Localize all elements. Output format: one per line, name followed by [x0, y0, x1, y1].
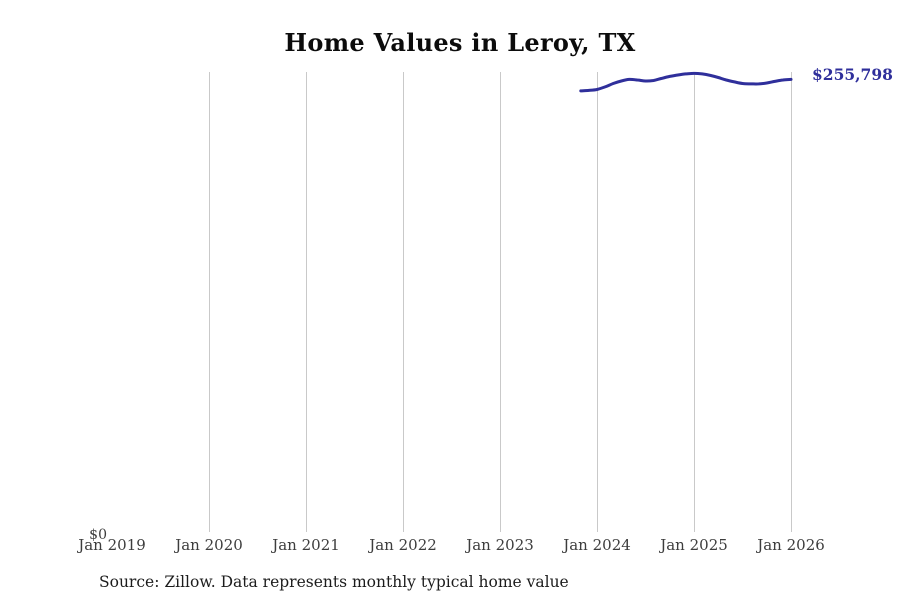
- x-tick-label: Jan 2022: [369, 536, 437, 554]
- x-tick-label: Jan 2021: [272, 536, 340, 554]
- x-tick-label: Jan 2020: [175, 536, 243, 554]
- x-tick-label: Jan 2026: [757, 536, 825, 554]
- chart-title: Home Values in Leroy, TX: [284, 28, 636, 57]
- latest-value-label: $255,798: [812, 65, 893, 84]
- home-value-line: [579, 71, 793, 93]
- x-tick-label: Jan 2024: [563, 536, 631, 554]
- x-tick-label: Jan 2025: [660, 536, 728, 554]
- source-attribution: Source: Zillow. Data represents monthly …: [99, 573, 569, 591]
- x-tick-label: Jan 2019: [78, 536, 146, 554]
- x-tick-label: Jan 2023: [466, 536, 534, 554]
- y-axis-zero-label: $0: [89, 527, 107, 543]
